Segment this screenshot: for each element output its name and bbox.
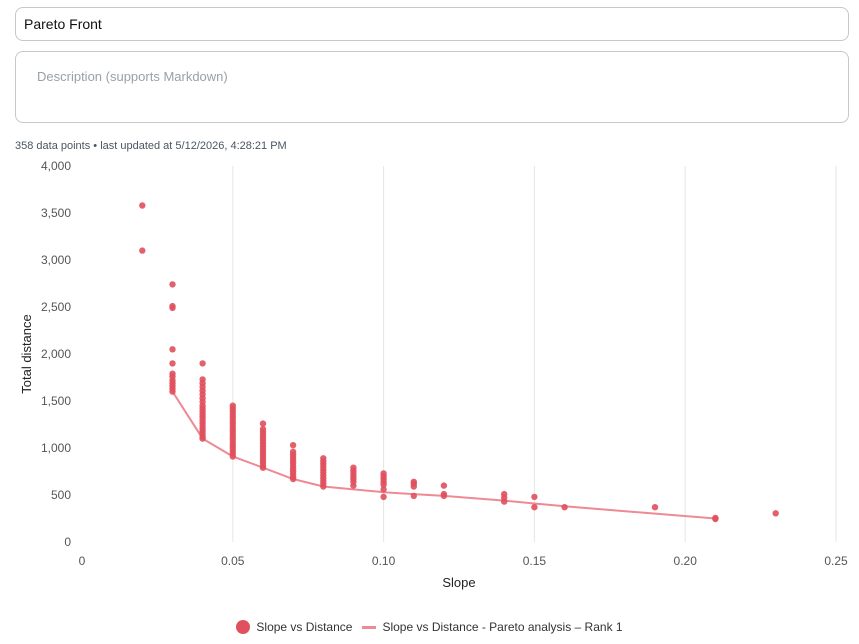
scatter-point[interactable] xyxy=(139,247,146,254)
x-tick-label: 0 xyxy=(79,554,86,568)
scatter-point[interactable] xyxy=(440,492,448,500)
scatter-point[interactable] xyxy=(712,515,719,523)
scatter-point[interactable] xyxy=(651,504,659,511)
scatter-point-layer xyxy=(139,202,779,523)
y-axis-label: Total distance xyxy=(19,314,34,394)
legend-item-pareto[interactable]: Slope vs Distance - Pareto analysis – Ra… xyxy=(362,620,623,634)
y-tick-label: 2,000 xyxy=(41,347,71,361)
scatter-point[interactable] xyxy=(289,442,297,449)
scatter-point[interactable] xyxy=(380,481,387,488)
scatter-point[interactable] xyxy=(531,493,538,501)
x-tick-label: 0.10 xyxy=(372,554,396,568)
scatter-point[interactable] xyxy=(772,510,779,517)
scatter-point[interactable] xyxy=(169,304,176,312)
axis-layer: 0 0.05 0.10 0.15 0.20 0.25 0 500 1,000 1,500 2,000… xyxy=(41,159,848,568)
scatter-point[interactable] xyxy=(199,360,206,367)
scatter-point[interactable] xyxy=(350,482,357,489)
scatter-point[interactable] xyxy=(169,388,176,395)
scatter-point[interactable] xyxy=(259,420,267,427)
y-tick-label: 0 xyxy=(64,535,71,549)
scatter-point[interactable] xyxy=(410,492,417,500)
legend-line-marker-icon xyxy=(362,625,377,629)
scatter-chart: 0 0.05 0.10 0.15 0.20 0.25 0 500 1,000 1,500 2,000… xyxy=(19,159,848,590)
x-tick-label: 0.05 xyxy=(221,554,245,568)
scatter-point[interactable] xyxy=(229,453,236,460)
scatter-point[interactable] xyxy=(169,281,176,288)
scatter-point[interactable] xyxy=(531,504,538,511)
legend-pareto-label: Slope vs Distance - Pareto analysis – Ra… xyxy=(382,620,623,634)
scatter-point[interactable] xyxy=(501,498,508,505)
chart-legend: Slope vs Distance Slope vs Distance - Pa… xyxy=(0,620,859,634)
scatter-point[interactable] xyxy=(440,482,448,489)
x-tick-label: 0.20 xyxy=(674,554,698,568)
pareto-line-layer xyxy=(171,391,716,520)
description-input[interactable] xyxy=(15,51,849,123)
legend-scatter-label: Slope vs Distance xyxy=(256,620,353,634)
x-tick-label: 0.15 xyxy=(523,554,547,568)
y-tick-label: 3,500 xyxy=(41,206,71,220)
chart-title-input[interactable] xyxy=(15,7,849,41)
scatter-point[interactable] xyxy=(320,483,327,490)
legend-item-scatter[interactable]: Slope vs Distance xyxy=(236,620,352,634)
scatter-point[interactable] xyxy=(169,360,176,367)
scatter-point[interactable] xyxy=(561,504,568,511)
y-tick-label: 2,500 xyxy=(41,300,71,314)
x-axis-label: Slope xyxy=(442,575,475,590)
x-tick-label: 0.25 xyxy=(824,554,848,568)
scatter-point[interactable] xyxy=(169,346,176,353)
data-status-text: 358 data points • last updated at 5/12/2… xyxy=(15,140,287,152)
y-tick-label: 1,500 xyxy=(41,394,71,408)
y-tick-label: 4,000 xyxy=(41,159,71,173)
y-tick-label: 500 xyxy=(51,488,71,502)
scatter-point[interactable] xyxy=(410,483,417,490)
scatter-point[interactable] xyxy=(289,475,297,483)
legend-scatter-marker-icon xyxy=(236,620,251,634)
scatter-point[interactable] xyxy=(380,493,387,501)
y-tick-label: 1,000 xyxy=(41,441,71,455)
grid-layer xyxy=(232,166,837,542)
scatter-point[interactable] xyxy=(380,486,387,493)
scatter-point[interactable] xyxy=(259,464,267,471)
y-tick-label: 3,000 xyxy=(41,253,71,267)
scatter-point[interactable] xyxy=(139,202,146,209)
pareto-rank1-line xyxy=(171,391,716,520)
scatter-point[interactable] xyxy=(199,435,206,442)
